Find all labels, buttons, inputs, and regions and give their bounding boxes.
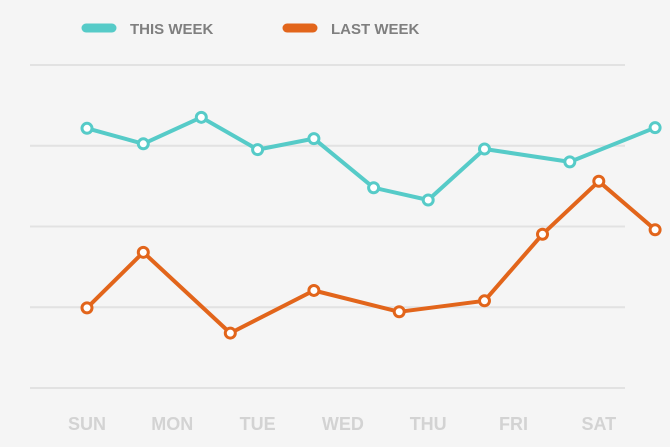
x-tick-mon: MON: [151, 414, 193, 434]
point-1-1: [136, 245, 150, 259]
point-1-2: [223, 326, 237, 340]
point-1-6: [536, 227, 550, 241]
series-lines: [85, 115, 658, 336]
point-0-3: [251, 143, 265, 157]
point-0-6: [421, 193, 435, 207]
point-1-8: [648, 223, 662, 237]
point-0-4: [307, 132, 321, 146]
point-0-0: [80, 121, 94, 135]
point-0-9: [648, 121, 662, 135]
point-1-4: [392, 305, 406, 319]
legend: THIS WEEK LAST WEEK: [81, 21, 419, 38]
x-tick-tue: TUE: [240, 414, 276, 434]
series-line-1: [85, 179, 658, 336]
x-tick-fri: FRI: [499, 414, 528, 434]
x-tick-sun: SUN: [68, 414, 106, 434]
point-0-5: [367, 181, 381, 195]
point-1-3: [307, 283, 321, 297]
series-line-0: [85, 115, 658, 202]
x-tick-sat: SAT: [581, 414, 616, 434]
gridlines: [30, 64, 625, 389]
point-0-2: [194, 110, 208, 124]
legend-label-1: LAST WEEK: [331, 21, 419, 38]
point-0-8: [563, 155, 577, 169]
x-tick-wed: WED: [322, 414, 364, 434]
series-points: [80, 110, 662, 340]
point-1-0: [80, 301, 94, 315]
point-0-1: [136, 137, 150, 151]
legend-label-0: THIS WEEK: [130, 21, 214, 38]
point-0-7: [477, 142, 491, 156]
point-1-5: [477, 294, 491, 308]
x-tick-thu: THU: [410, 414, 447, 434]
point-1-7: [592, 174, 606, 188]
x-axis-ticks: SUN MON TUE WED THU FRI SAT: [68, 414, 616, 434]
